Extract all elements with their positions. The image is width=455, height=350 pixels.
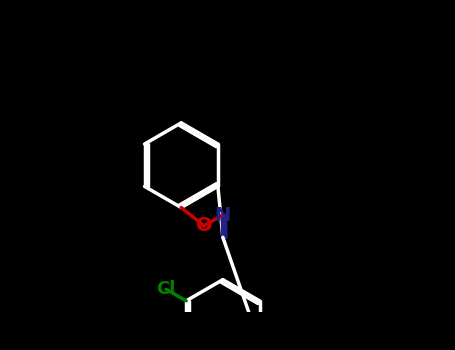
Text: O: O <box>196 216 212 235</box>
Text: N: N <box>214 206 230 225</box>
Text: Cl: Cl <box>157 280 176 298</box>
